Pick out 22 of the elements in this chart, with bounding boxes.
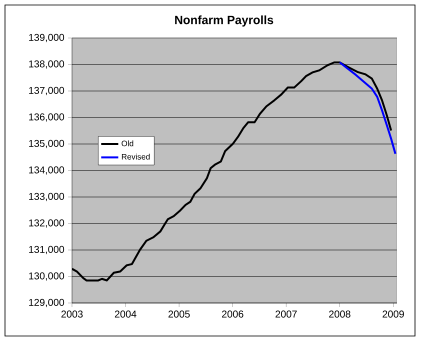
x-tick-label: 2003 (61, 310, 83, 318)
y-tick-label: 130,000 (29, 272, 64, 281)
x-tick-label: 2007 (276, 310, 297, 318)
y-tick-label: 136,000 (29, 113, 64, 122)
x-tick-label: 2005 (168, 310, 190, 318)
y-tick-label: 132,000 (29, 219, 64, 228)
y-tick-label: 134,000 (29, 166, 64, 175)
y-tick-label: 137,000 (29, 86, 64, 96)
legend-label: Revised (122, 154, 150, 160)
x-tick-label: 2008 (329, 310, 350, 318)
y-tick-label: 139,000 (29, 34, 64, 42)
y-tick-label: 131,000 (29, 246, 64, 254)
y-tick-label: 133,000 (29, 192, 64, 202)
line-series (338, 61, 396, 155)
x-tick-label: 2006 (222, 310, 244, 318)
y-tick-label: 135,000 (29, 140, 64, 148)
chart-title: Nonfarm Payrolls (175, 15, 274, 27)
y-tick-label: 129,000 (29, 298, 64, 308)
y-tick-label: 138,000 (29, 60, 64, 69)
x-tick-label: 2009 (382, 310, 404, 318)
legend-label: Old (122, 140, 134, 146)
x-tick-label: 2004 (114, 310, 136, 318)
